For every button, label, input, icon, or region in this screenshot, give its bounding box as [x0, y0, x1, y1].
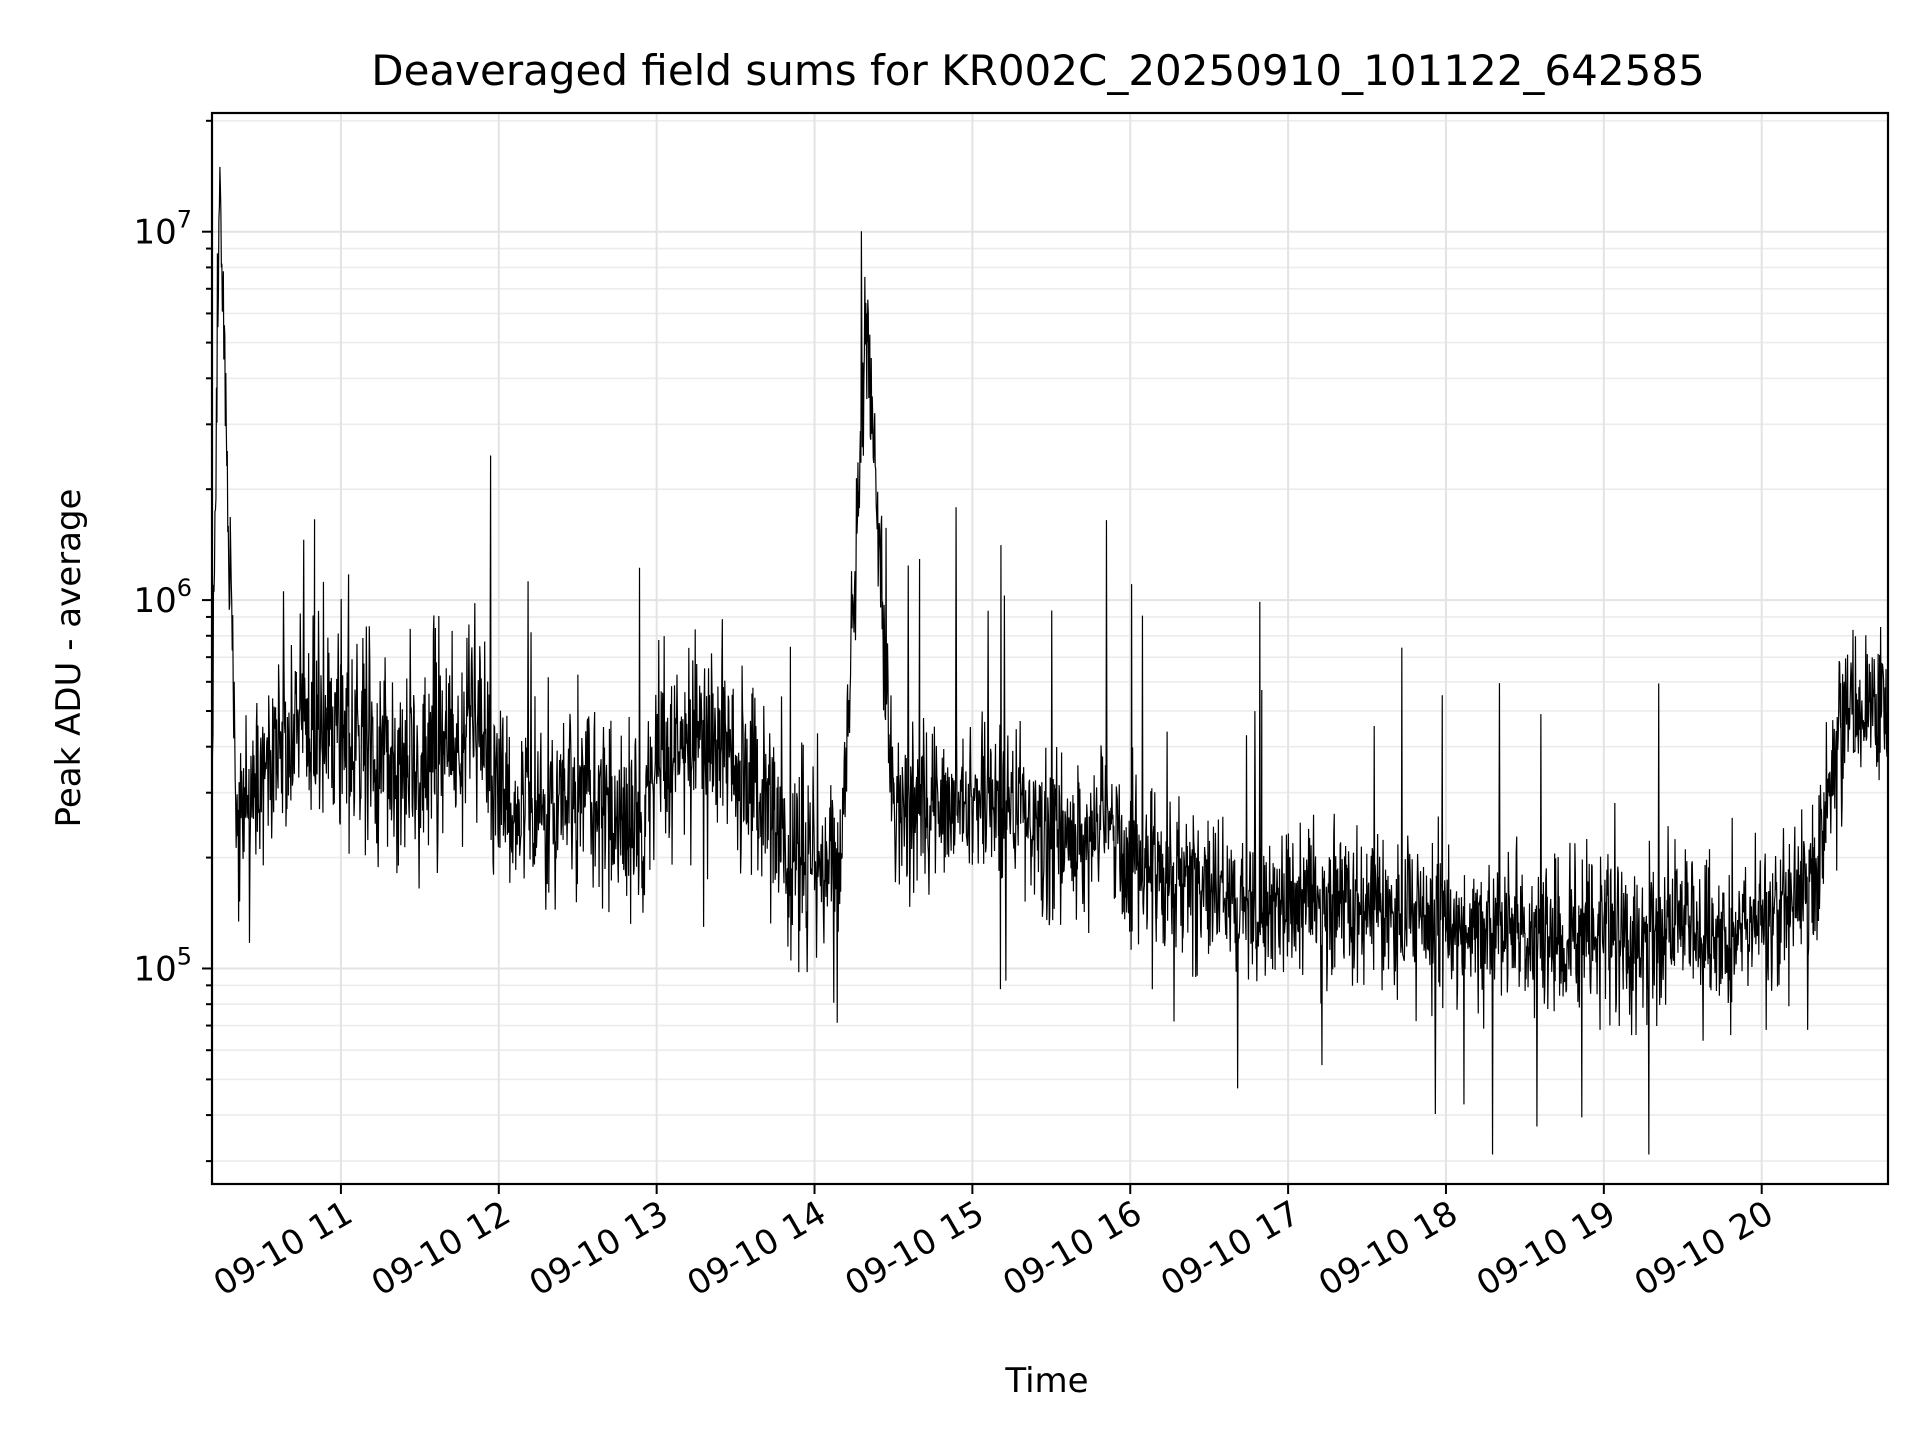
x-tick-label: 09-10 18	[1312, 1193, 1464, 1304]
x-tick-label: 09-10 13	[523, 1193, 675, 1304]
y-tick-base: 10	[133, 213, 176, 253]
y-tick-base: 10	[133, 581, 176, 621]
y-tick-label: 105	[133, 942, 192, 989]
x-tick-label: 09-10 20	[1628, 1193, 1780, 1304]
x-tick-label: 09-10 15	[838, 1193, 990, 1304]
y-tick-label: 107	[133, 206, 192, 253]
x-tick-label: 09-10 17	[1154, 1193, 1306, 1304]
y-tick-exponent: 7	[177, 206, 192, 234]
y-tick-label: 106	[133, 574, 192, 621]
y-tick-exponent: 5	[177, 942, 192, 970]
chart-title: Deaveraged field sums for KR002C_2025091…	[371, 46, 1705, 95]
x-tick-label: 09-10 11	[207, 1193, 359, 1304]
series-line	[211, 166, 1889, 1155]
x-axis-label: Time	[1004, 1361, 1088, 1401]
y-tick-exponent: 6	[177, 574, 192, 602]
x-tick-label: 09-10 19	[1470, 1193, 1622, 1304]
y-tick-base: 10	[133, 949, 176, 989]
plot-frame	[210, 111, 1890, 1186]
y-axis-label: Peak ADU - average	[49, 489, 89, 828]
x-tick-label: 09-10 14	[681, 1193, 833, 1304]
x-tick-label: 09-10 12	[365, 1193, 517, 1304]
x-tick-label: 09-10 16	[996, 1193, 1148, 1304]
